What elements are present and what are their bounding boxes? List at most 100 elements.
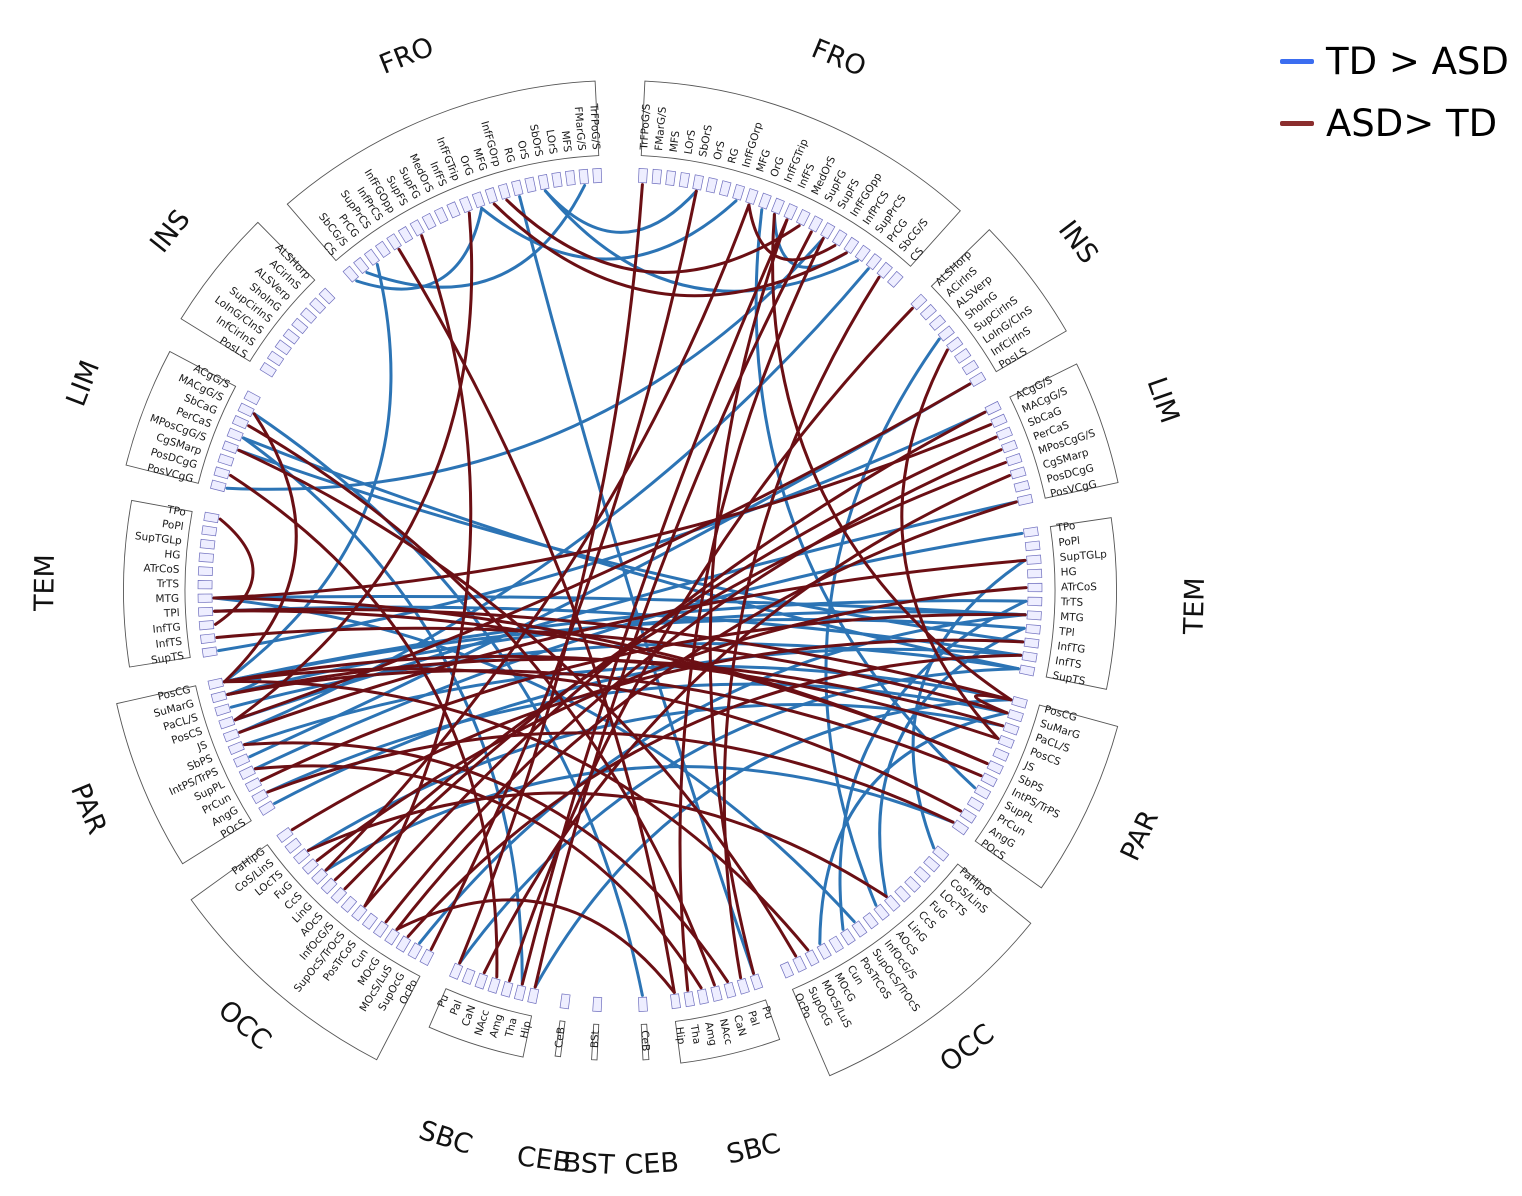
region-box-par-right-intps-trps — [980, 772, 998, 788]
region-box-lim-left-cgsmarp — [217, 453, 235, 467]
legend-label-asd-gt-td: ASD> TD — [1326, 101, 1498, 145]
region-label-fro-left-mfs: MFS — [559, 130, 574, 153]
region-label-fro-right-lors: LOrS — [682, 129, 698, 156]
region-label-fro-left-rg: RG — [501, 146, 516, 164]
region-box-occ-left-aocs — [330, 886, 348, 904]
region-box-occ-right-cos-lins — [923, 855, 941, 873]
region-box-sbc-right-hip — [670, 993, 681, 1010]
connection-asd-gt-td-49 — [771, 213, 1013, 702]
region-box-fro-left-inffs — [446, 201, 461, 219]
connection-asd-gt-td-77 — [678, 237, 825, 992]
group-label-ins-left: INS — [144, 204, 196, 259]
region-label-sbc-right-can: CaN — [731, 1014, 748, 1038]
region-label-tem-left-suptglp: SupTGLp — [134, 530, 182, 547]
region-box-lim-left-sbcag — [231, 415, 249, 430]
group-bracket-par-left — [116, 685, 252, 865]
region-label-tem-left-infts: InfTS — [155, 636, 183, 651]
group-label-bst-left: BST — [562, 1147, 616, 1181]
region-box-tem-right-supts — [1019, 664, 1036, 677]
region-box-ins-left-shoing — [291, 317, 309, 335]
connection-asd-gt-td-71 — [406, 653, 1023, 938]
region-box-tem-left-popl — [201, 525, 218, 537]
connection-asd-gt-td-57 — [213, 607, 1013, 702]
connection-td-gt-asd-33 — [212, 596, 856, 924]
region-box-fro-left-supfs — [409, 219, 425, 237]
connection-td-gt-asd-35 — [543, 189, 859, 293]
region-box-occ-left-fug — [301, 858, 319, 875]
group-bracket-tem-left — [123, 499, 193, 668]
region-box-fro-left-ors — [524, 176, 537, 193]
region-label-fro-right-fmarg-s: FMarG/S — [653, 106, 669, 151]
connection-td-gt-asd-4 — [225, 237, 825, 491]
region-box-occ-right-mocs-lus — [804, 949, 820, 967]
region-box-occ-right-infocg-s — [862, 912, 879, 930]
connection-asd-gt-td-80 — [395, 898, 676, 994]
region-box-fro-right-sbcg-s — [876, 261, 893, 279]
region-box-tem-right-popl — [1024, 540, 1041, 552]
region-label-tem-left-trts: TrTS — [156, 578, 180, 590]
group-label-ins-right: INS — [1052, 215, 1104, 270]
region-box-occ-right-ling — [884, 894, 901, 912]
region-label-tem-right-hg: HG — [1060, 566, 1077, 579]
region-box-par-right-poscs — [997, 734, 1015, 749]
region-box-par-right-poscg — [1011, 696, 1028, 709]
region-box-sbc-left-tha — [513, 984, 527, 1002]
region-box-lim-left-percas — [226, 427, 244, 442]
connection-asd-gt-td-40 — [233, 211, 474, 722]
region-box-tem-right-atrcos — [1027, 582, 1043, 593]
region-box-lim-left-posvcgg — [210, 479, 227, 493]
region-box-lim-right-acgg-s — [984, 400, 1002, 416]
region-label-ceb-right-ceb: CeB — [638, 1030, 651, 1052]
region-box-occ-left-mocs-lus — [395, 935, 412, 953]
label-layer: TrFPoG/SFMarG/SMFSLOrSSbOrSOrSRGInfFGOrp… — [29, 31, 1211, 1181]
legend-swatch-td-gt-asd — [1280, 58, 1314, 64]
region-label-sbc-left-pal: Pal — [448, 998, 465, 1017]
connection-asd-gt-td-87 — [900, 348, 1000, 740]
region-box-fro-left-cs — [342, 265, 360, 283]
region-box-par-left-pocs — [258, 800, 276, 816]
region-box-par-left-pacl-s — [214, 703, 232, 717]
region-box-tem-left-tpl — [198, 606, 214, 617]
region-box-fro-right-supprcs — [854, 244, 871, 262]
region-box-ins-right-infcirins — [961, 359, 979, 376]
region-box-occ-right-locts — [913, 866, 931, 883]
legend: TD > ASD ASD> TD — [1280, 30, 1509, 154]
connection-asd-gt-td-50 — [722, 275, 881, 980]
region-box-fro-right-sbors — [692, 174, 704, 191]
region-label-tem-right-popl: PoPl — [1058, 535, 1081, 549]
connection-td-gt-asd-13 — [217, 410, 987, 653]
region-box-fro-left-inffgtrip — [459, 196, 473, 214]
group-bracket-occ-right — [791, 863, 1032, 1077]
region-box-lim-right-cgsmarp — [1009, 466, 1027, 480]
region-box-fro-left-supprcs — [374, 240, 391, 258]
region-box-ins-right-supcirins — [946, 336, 964, 353]
region-box-sbc-left-pal — [461, 967, 476, 985]
region-label-sbc-right-amg: Amg — [702, 1021, 719, 1047]
region-box-fro-right-supfg — [808, 215, 824, 233]
region-box-par-left-poscg — [207, 677, 224, 690]
region-label-tem-right-trts: TrTS — [1060, 596, 1084, 609]
region-box-ins-left-supcirins — [282, 328, 300, 345]
region-box-sbc-left-amg — [500, 981, 514, 998]
region-label-tem-right-mtg: MTG — [1060, 611, 1084, 624]
region-box-ins-right-alshorp — [910, 293, 928, 311]
region-box-occ-left-ling — [320, 877, 338, 895]
connection-asd-gt-td-76 — [229, 473, 499, 979]
region-box-fro-left-prcg — [363, 248, 380, 266]
region-label-tem-right-atrcos: ATrCoS — [1061, 581, 1097, 593]
region-box-fro-right-mfs — [665, 170, 677, 186]
region-box-occ-right-ocpo — [779, 961, 795, 979]
region-label-sbc-right-pal: Pal — [745, 1009, 761, 1027]
legend-swatch-asd-gt-td — [1280, 120, 1314, 126]
region-box-fro-right-inffgopp — [831, 229, 848, 247]
group-label-tem-right: TEM — [1178, 577, 1211, 636]
region-box-sbc-left-can — [474, 972, 488, 990]
region-label-sbc-left-pu: Pu — [435, 993, 451, 1010]
region-box-fro-right-trfpog-s — [638, 168, 648, 184]
region-box-tem-left-hg — [198, 552, 214, 563]
region-box-fro-left-org — [471, 191, 486, 209]
region-box-tem-left-supts — [201, 646, 218, 658]
group-bracket-sbc-right — [674, 999, 781, 1064]
region-label-tem-right-supts: SupTS — [1051, 670, 1086, 688]
region-label-fro-right-mfs: MFS — [668, 130, 683, 153]
